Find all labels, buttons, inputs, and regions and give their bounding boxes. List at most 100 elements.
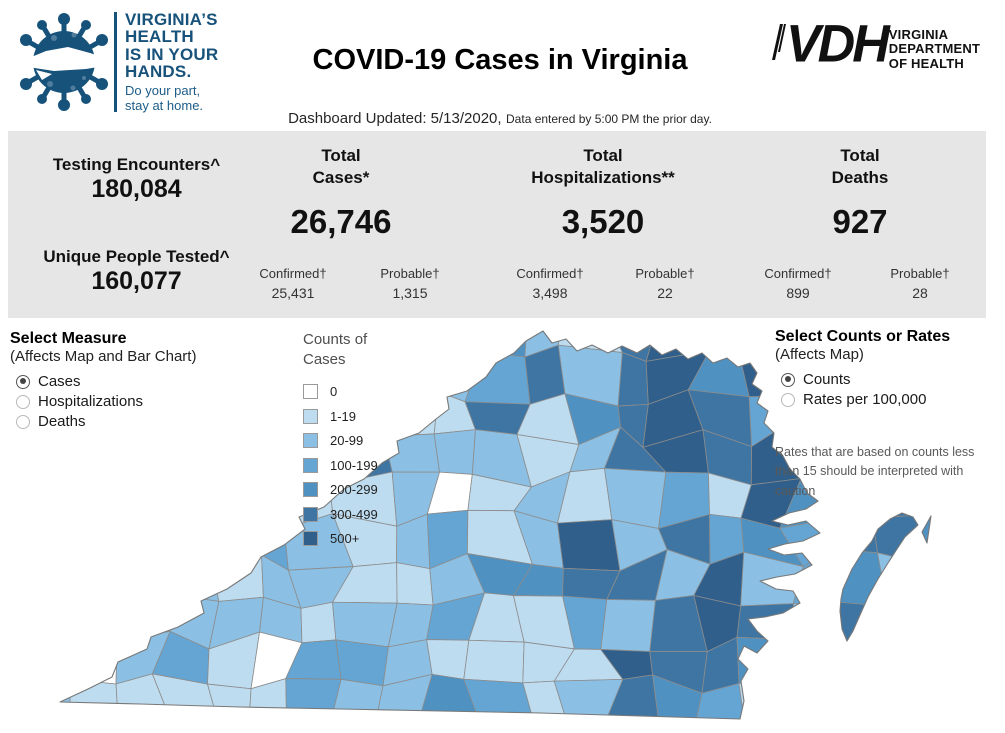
county-shape[interactable]	[928, 680, 977, 733]
county-shape[interactable]	[248, 714, 287, 733]
county-shape[interactable]	[961, 317, 1005, 345]
county-shape[interactable]	[929, 728, 963, 733]
county-shape[interactable]	[285, 678, 342, 721]
county-shape[interactable]	[373, 715, 433, 733]
county-shape[interactable]	[600, 599, 656, 652]
county-shape[interactable]	[62, 518, 118, 566]
county-shape[interactable]	[419, 715, 479, 733]
legend-item[interactable]: 1-19	[303, 404, 378, 429]
county-shape[interactable]	[692, 683, 747, 733]
county-shape[interactable]	[964, 560, 1005, 606]
county-shape[interactable]	[883, 635, 936, 691]
county-shape[interactable]	[200, 717, 253, 733]
county-shape[interactable]	[604, 467, 667, 529]
county-shape[interactable]	[464, 351, 531, 405]
county-shape[interactable]	[963, 675, 1005, 728]
radio-label[interactable]: Counts	[803, 371, 851, 388]
county-shape[interactable]	[510, 715, 575, 733]
radio-button-icon[interactable]	[16, 394, 30, 409]
county-shape[interactable]	[463, 317, 528, 358]
county-shape[interactable]	[331, 720, 394, 733]
county-shape[interactable]	[978, 389, 1005, 444]
county-shape[interactable]	[423, 317, 483, 358]
county-shape[interactable]	[828, 677, 892, 729]
county-shape[interactable]	[825, 717, 892, 733]
county-shape[interactable]	[19, 563, 82, 598]
county-shape[interactable]	[193, 519, 262, 556]
county-shape[interactable]	[788, 726, 838, 733]
county-shape[interactable]	[158, 473, 203, 521]
county-shape[interactable]	[16, 593, 80, 652]
county-shape[interactable]	[16, 678, 72, 731]
radio-label[interactable]: Hospitalizations	[38, 393, 144, 410]
radio-button-icon[interactable]	[781, 392, 795, 407]
county-shape[interactable]	[463, 639, 525, 684]
county-shape[interactable]	[29, 525, 82, 566]
county-shape[interactable]	[193, 473, 257, 526]
county-shape[interactable]	[114, 713, 174, 733]
county-shape[interactable]	[738, 676, 803, 733]
radio-deaths[interactable]: Deaths	[16, 413, 196, 430]
radio-button-icon[interactable]	[16, 374, 30, 389]
county-shape[interactable]	[17, 433, 71, 490]
county-shape[interactable]	[790, 676, 839, 729]
county-shape[interactable]	[383, 433, 440, 473]
county-shape[interactable]	[152, 516, 209, 553]
county-shape[interactable]	[433, 429, 476, 475]
county-shape[interactable]	[16, 717, 72, 733]
county-shape[interactable]	[467, 716, 533, 733]
county-shape[interactable]	[968, 519, 1005, 561]
radio-cases[interactable]: Cases	[16, 373, 196, 390]
county-shape[interactable]	[885, 594, 935, 648]
radio-label[interactable]: Deaths	[38, 413, 86, 430]
county-shape[interactable]	[158, 446, 203, 488]
county-shape[interactable]	[913, 594, 964, 650]
county-shape[interactable]	[833, 517, 878, 554]
county-shape[interactable]	[240, 384, 301, 439]
county-shape[interactable]	[377, 317, 444, 358]
county-shape[interactable]	[114, 550, 159, 602]
legend-item[interactable]: 0	[303, 380, 378, 405]
county-shape[interactable]	[68, 639, 118, 685]
county-shape[interactable]	[792, 600, 837, 649]
county-shape[interactable]	[105, 429, 162, 488]
county-shape[interactable]	[388, 352, 444, 405]
county-shape[interactable]	[396, 562, 434, 606]
legend-item[interactable]: 100-199	[303, 453, 378, 478]
county-shape[interactable]	[915, 514, 969, 566]
county-shape[interactable]	[172, 717, 218, 733]
county-shape[interactable]	[557, 519, 621, 572]
county-shape[interactable]	[252, 352, 309, 401]
county-shape[interactable]	[67, 713, 119, 733]
county-shape[interactable]	[963, 720, 1005, 733]
county-shape[interactable]	[194, 394, 261, 448]
county-shape[interactable]	[829, 600, 888, 649]
county-shape[interactable]	[617, 352, 649, 407]
county-shape[interactable]	[928, 559, 968, 607]
county-shape[interactable]	[883, 680, 936, 733]
county-shape[interactable]	[736, 636, 799, 684]
county-shape[interactable]	[961, 345, 1005, 402]
county-shape[interactable]	[17, 480, 71, 530]
county-shape[interactable]	[77, 596, 120, 645]
county-shape[interactable]	[207, 683, 252, 725]
county-shape[interactable]	[114, 516, 165, 553]
county-shape[interactable]	[426, 639, 470, 680]
county-shape[interactable]	[964, 596, 1005, 650]
radio-rates[interactable]: Rates per 100,000	[781, 391, 950, 408]
radio-button-icon[interactable]	[16, 414, 30, 429]
county-shape[interactable]	[746, 726, 802, 733]
county-shape[interactable]	[16, 643, 78, 686]
radio-label[interactable]: Rates per 100,000	[803, 391, 927, 408]
county-shape[interactable]	[152, 549, 220, 602]
county-shape[interactable]	[553, 678, 624, 722]
county-shape[interactable]	[603, 716, 659, 733]
county-shape[interactable]	[300, 601, 337, 644]
county-shape[interactable]	[332, 601, 398, 648]
county-shape[interactable]	[383, 391, 440, 437]
legend-item[interactable]: 20-99	[303, 429, 378, 454]
county-shape[interactable]	[283, 714, 342, 733]
county-shape[interactable]	[330, 678, 384, 732]
legend-item[interactable]: 200-299	[303, 478, 378, 503]
county-shape[interactable]	[564, 715, 606, 733]
